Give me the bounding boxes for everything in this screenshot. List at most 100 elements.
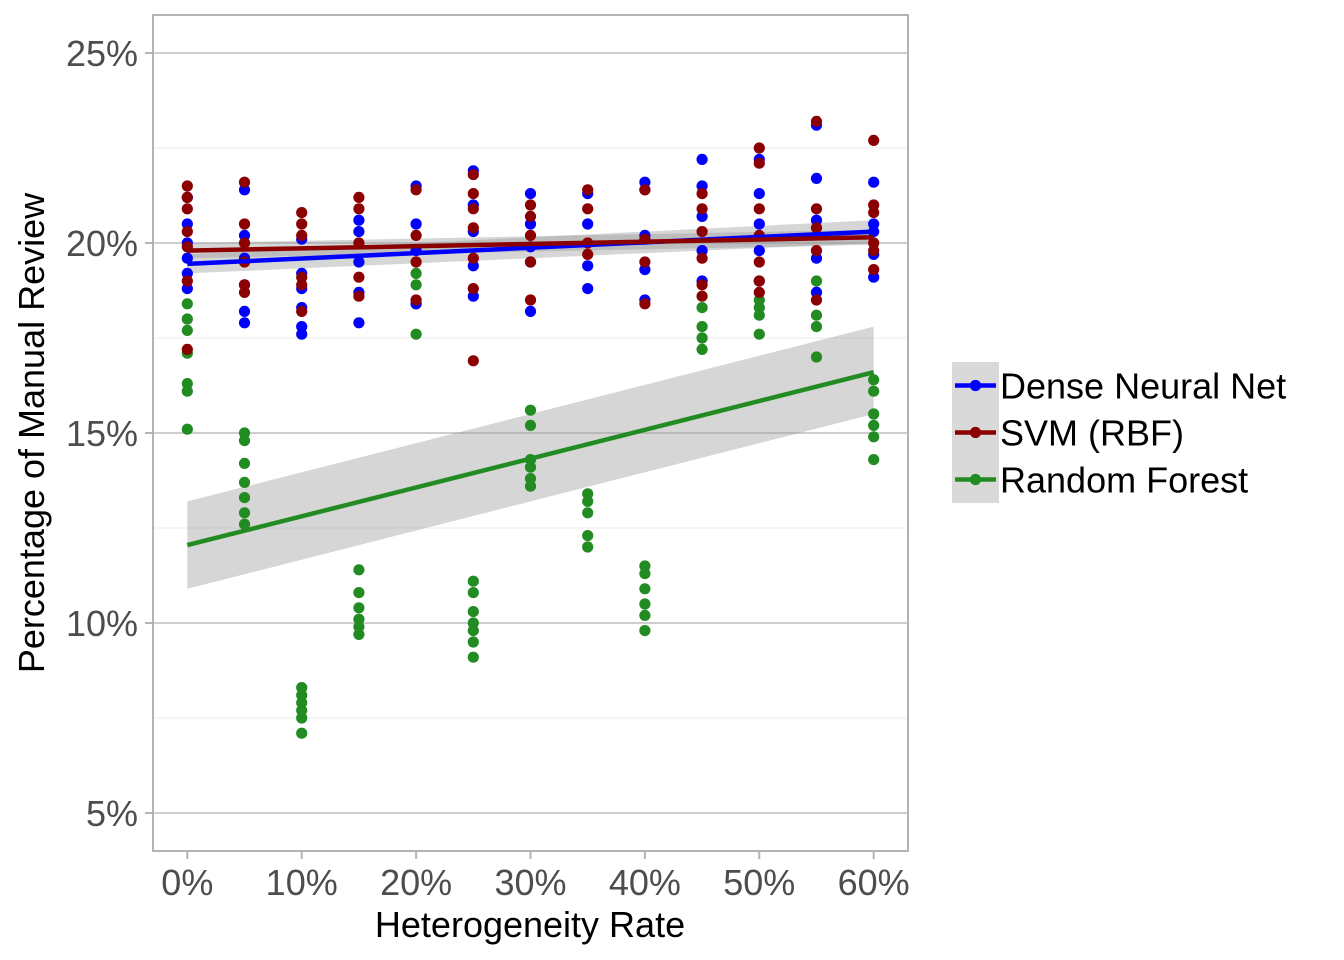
data-point: [810, 294, 823, 306]
data-point: [467, 606, 479, 618]
data-point: [753, 245, 765, 257]
data-point: [467, 203, 479, 215]
data-point: [810, 321, 823, 333]
data-point: [696, 290, 708, 302]
data-point: [753, 286, 765, 298]
data-point: [582, 507, 594, 519]
grid-minor: [153, 147, 908, 719]
data-point: [181, 203, 193, 215]
data-point: [810, 172, 823, 184]
data-point: [868, 176, 880, 188]
data-point: [467, 283, 479, 295]
data-point: [467, 587, 479, 599]
data-point: [524, 461, 537, 473]
x-tick-label: 10%: [266, 862, 338, 903]
fit-lines: [186, 229, 875, 548]
data-point: [353, 226, 365, 238]
data-point: [467, 169, 479, 181]
data-point: [639, 609, 651, 622]
x-tick-label: 60%: [838, 862, 910, 903]
data-point: [410, 218, 422, 230]
data-point: [524, 480, 537, 492]
data-point: [353, 191, 365, 203]
data-point: [296, 279, 308, 291]
y-tick-label: 5%: [86, 793, 138, 834]
data-point: [238, 492, 251, 504]
data-point: [639, 598, 651, 610]
x-tick-label: 20%: [380, 862, 452, 903]
data-point: [582, 248, 594, 260]
fit-line-2: [186, 370, 875, 548]
fit-line-0: [187, 229, 874, 267]
legend-label: Dense Neural Net: [1000, 366, 1286, 407]
data-point: [353, 271, 365, 283]
data-point: [696, 252, 708, 264]
data-point: [753, 188, 765, 200]
data-point: [238, 457, 251, 469]
data-point: [524, 229, 537, 241]
data-point: [753, 275, 765, 287]
data-point: [181, 298, 193, 310]
data-point: [296, 229, 308, 241]
data-point: [868, 226, 880, 238]
data-point: [524, 294, 537, 306]
data-point: [353, 256, 365, 268]
data-point: [238, 317, 251, 329]
data-point: [524, 188, 537, 200]
data-point: [410, 294, 422, 306]
data-point: [296, 712, 308, 724]
data-point: [181, 226, 193, 238]
data-point: [582, 184, 594, 196]
data-point: [181, 275, 193, 287]
grid-major: [153, 52, 908, 814]
data-point: [810, 245, 823, 257]
data-point: [467, 222, 479, 234]
data-point: [296, 727, 308, 739]
data-point: [868, 264, 880, 276]
x-axis: 0% 10% 20% 30% 40% 50% 60%: [161, 851, 910, 903]
data-point: [696, 188, 708, 200]
x-tick-label: 0%: [161, 862, 213, 903]
data-point: [353, 587, 365, 599]
data-point: [696, 279, 708, 291]
data-point: [467, 625, 479, 637]
data-point: [467, 252, 479, 264]
data-point: [868, 385, 880, 397]
data-point: [753, 328, 765, 340]
data-point: [181, 324, 193, 336]
data-point: [582, 283, 594, 295]
data-point: [181, 191, 193, 203]
data-point: [639, 184, 651, 196]
data-point: [181, 180, 193, 192]
data-point: [467, 355, 479, 367]
data-point: [868, 374, 880, 386]
y-tick-label: 25%: [66, 33, 138, 74]
data-point: [868, 134, 880, 146]
data-point: [753, 142, 765, 154]
data-point: [353, 602, 365, 614]
data-point: [696, 153, 708, 165]
data-point: [524, 256, 537, 268]
data-point: [238, 237, 251, 249]
data-point: [353, 290, 365, 302]
data-point: [524, 199, 537, 211]
data-point: [639, 583, 651, 595]
data-point: [639, 256, 651, 268]
data-point: [467, 575, 479, 587]
data-point: [467, 636, 479, 648]
data-point: [868, 207, 880, 219]
data-point: [238, 218, 251, 230]
data-point: [296, 207, 308, 219]
data-point: [296, 305, 308, 317]
data-point: [181, 343, 193, 355]
legend-key-point: [969, 426, 982, 439]
y-tick-label: 20%: [66, 223, 138, 264]
data-point: [639, 298, 651, 310]
data-point: [582, 218, 594, 230]
data-point: [524, 210, 537, 222]
x-tick-label: 40%: [609, 862, 681, 903]
data-point: [410, 328, 422, 340]
data-point: [410, 229, 422, 241]
data-point: [238, 286, 251, 298]
